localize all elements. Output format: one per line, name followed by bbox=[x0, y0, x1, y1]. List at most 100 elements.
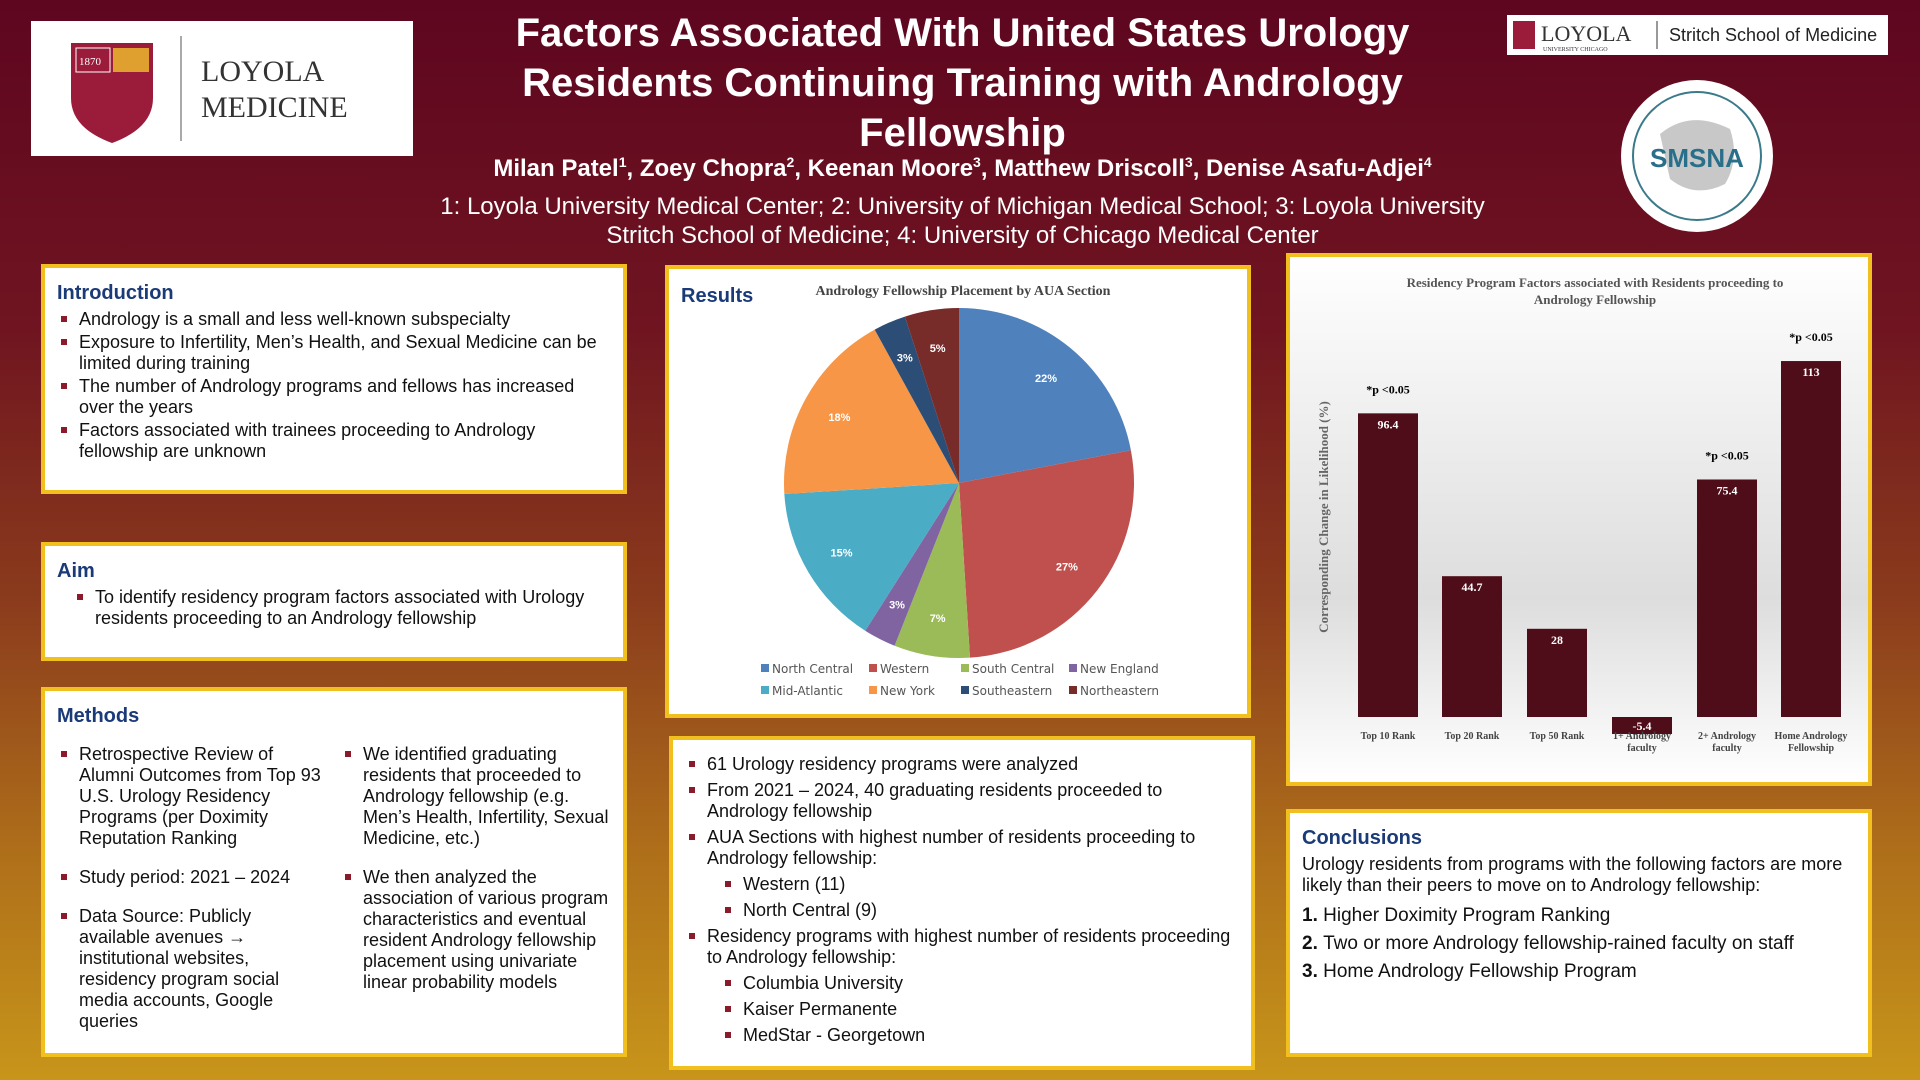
legend-swatch bbox=[869, 686, 877, 694]
legend-label: Mid-Atlantic bbox=[772, 684, 843, 698]
bar bbox=[1442, 576, 1502, 717]
svg-text:UNIVERSITY CHICAGO: UNIVERSITY CHICAGO bbox=[1543, 47, 1608, 53]
bullet-item: Andrology is a small and less well-known… bbox=[57, 309, 611, 330]
svg-text:LOYOLA: LOYOLA bbox=[201, 55, 325, 88]
bar bbox=[1358, 413, 1418, 717]
significance-annotation: *p <0.05 bbox=[1705, 448, 1749, 462]
bar bbox=[1697, 479, 1757, 717]
bar-data-label: 75.4 bbox=[1717, 483, 1738, 497]
bullet-item: Study period: 2021 – 2024 bbox=[57, 867, 327, 888]
y-axis-label: Corresponding Change in Likelihood (%) bbox=[1316, 401, 1331, 633]
legend-swatch bbox=[961, 686, 969, 694]
bullet-item: Residency programs with highest number o… bbox=[685, 926, 1239, 968]
bullet-item: We then analyzed the association of vari… bbox=[341, 867, 611, 993]
legend-swatch bbox=[1069, 664, 1077, 672]
loyola-stritch-logo: LOYOLA UNIVERSITY CHICAGO Stritch School… bbox=[1507, 15, 1888, 55]
x-tick-label: Top 10 Rank bbox=[1361, 731, 1416, 742]
legend-swatch bbox=[761, 686, 769, 694]
pie-data-label: 3% bbox=[897, 353, 913, 365]
smsna-logo: SMSNA bbox=[1620, 79, 1774, 233]
conclusions-panel: Conclusions Urology residents from progr… bbox=[1286, 809, 1872, 1057]
bullet-item: Columbia University bbox=[685, 973, 1239, 994]
bar-data-label: 113 bbox=[1802, 365, 1819, 379]
bullet-item: Kaiser Permanente bbox=[685, 999, 1239, 1020]
title-line: Factors Associated With United States Ur… bbox=[515, 11, 1410, 55]
legend-swatch bbox=[961, 664, 969, 672]
affiliation-line: Stritch School of Medicine; 4: Universit… bbox=[606, 222, 1319, 249]
loyola-shield-icon: 1870 LOYOLA MEDICINE bbox=[71, 36, 348, 143]
bullet-item: North Central (9) bbox=[685, 900, 1239, 921]
bullet-item: Data Source: Publicly available avenues … bbox=[57, 906, 327, 1032]
pie-data-label: 3% bbox=[889, 600, 905, 612]
legend-swatch bbox=[761, 664, 769, 672]
legend-label: North Central bbox=[772, 662, 853, 676]
svg-text:LOYOLA: LOYOLA bbox=[1541, 21, 1632, 46]
poster-title: Factors Associated With United States Ur… bbox=[440, 8, 1485, 158]
methods-heading: Methods bbox=[57, 705, 140, 727]
pie-data-label: 5% bbox=[930, 343, 946, 355]
title-line: Fellowship bbox=[859, 111, 1066, 155]
conclusion-item: 2. Two or more Andrology fellowship-rain… bbox=[1302, 933, 1794, 954]
pie-slice bbox=[894, 483, 970, 658]
legend-swatch bbox=[869, 664, 877, 672]
bullet-item: From 2021 – 2024, 40 graduating resident… bbox=[685, 780, 1239, 822]
bar-chart: Residency Program Factors associated wit… bbox=[1290, 257, 1868, 782]
introduction-list: Andrology is a small and less well-known… bbox=[57, 309, 611, 462]
author: Denise Asafu-Adjei4 bbox=[1206, 154, 1432, 182]
methods-right-list: We identified graduating residents that … bbox=[341, 744, 611, 1050]
pie-data-label: 22% bbox=[1035, 373, 1057, 385]
pie-data-label: 27% bbox=[1056, 562, 1078, 574]
bar bbox=[1781, 361, 1841, 717]
conclusions-heading: Conclusions bbox=[1302, 827, 1423, 849]
x-tick-label: Home Andrology bbox=[1775, 731, 1848, 742]
significance-annotation: *p <0.05 bbox=[1789, 330, 1833, 344]
author: Milan Patel1 bbox=[493, 154, 627, 182]
affiliations: 1: Loyola University Medical Center; 2: … bbox=[420, 192, 1505, 250]
legend-swatch bbox=[1069, 686, 1077, 694]
legend-label: Western bbox=[880, 662, 929, 676]
bullet-item: To identify residency program factors as… bbox=[73, 587, 611, 629]
x-tick-label: 1+ Andrology bbox=[1613, 731, 1671, 742]
author: Keenan Moore3 bbox=[807, 154, 981, 182]
pie-chart: Andrology Fellowship Placement by AUA Se… bbox=[761, 284, 1159, 698]
conclusion-item: 1. Higher Doximity Program Ranking bbox=[1302, 905, 1611, 926]
bar bbox=[1527, 628, 1587, 717]
legend-label: South Central bbox=[972, 662, 1054, 676]
results-panel: 61 Urology residency programs were analy… bbox=[669, 736, 1255, 1070]
x-tick-label: Top 20 Rank bbox=[1445, 731, 1500, 742]
author: Matthew Driscoll3 bbox=[994, 154, 1193, 182]
results-heading: Results bbox=[681, 285, 754, 307]
bar-data-label: -5.4 bbox=[1633, 719, 1652, 733]
legend-label: New York bbox=[880, 684, 935, 698]
bar-data-label: 28 bbox=[1551, 633, 1563, 647]
author: Zoey Chopra2 bbox=[639, 154, 795, 182]
pie-data-label: 7% bbox=[930, 613, 946, 625]
affiliation-line: 1: Loyola University Medical Center; 2: … bbox=[440, 193, 1485, 220]
legend-label: New England bbox=[1080, 662, 1159, 676]
pie-slice bbox=[904, 308, 959, 483]
pie-slice bbox=[959, 308, 1131, 483]
results-list: 61 Urology residency programs were analy… bbox=[685, 754, 1239, 1046]
pie-slice bbox=[784, 329, 959, 494]
pie-data-label: 15% bbox=[830, 547, 852, 559]
pie-slice bbox=[784, 483, 959, 631]
significance-annotation: *p <0.05 bbox=[1366, 382, 1410, 396]
introduction-panel: Introduction Andrology is a small and le… bbox=[41, 264, 627, 494]
pie-title: Andrology Fellowship Placement by AUA Se… bbox=[816, 284, 1111, 299]
bar-data-label: 44.7 bbox=[1462, 580, 1483, 594]
methods-left-list: Retrospective Review of Alumni Outcomes … bbox=[57, 744, 327, 1050]
svg-text:SMSNA: SMSNA bbox=[1650, 143, 1744, 173]
legend-label: Northeastern bbox=[1080, 684, 1159, 698]
pie-data-label: 18% bbox=[828, 412, 850, 424]
methods-panel: Methods Retrospective Review of Alumni O… bbox=[41, 687, 627, 1057]
bar-title: Residency Program Factors associated wit… bbox=[1407, 275, 1784, 290]
x-tick-label: faculty bbox=[1627, 743, 1656, 754]
bar bbox=[1612, 717, 1672, 735]
bullet-item: We identified graduating residents that … bbox=[341, 744, 611, 849]
legend-label: Southeastern bbox=[972, 684, 1052, 698]
x-tick-label: Fellowship bbox=[1788, 743, 1835, 754]
svg-text:1870: 1870 bbox=[79, 56, 102, 68]
x-tick-label: faculty bbox=[1712, 743, 1741, 754]
bullet-item: Factors associated with trainees proceed… bbox=[57, 420, 611, 462]
x-tick-label: Top 50 Rank bbox=[1530, 731, 1585, 742]
